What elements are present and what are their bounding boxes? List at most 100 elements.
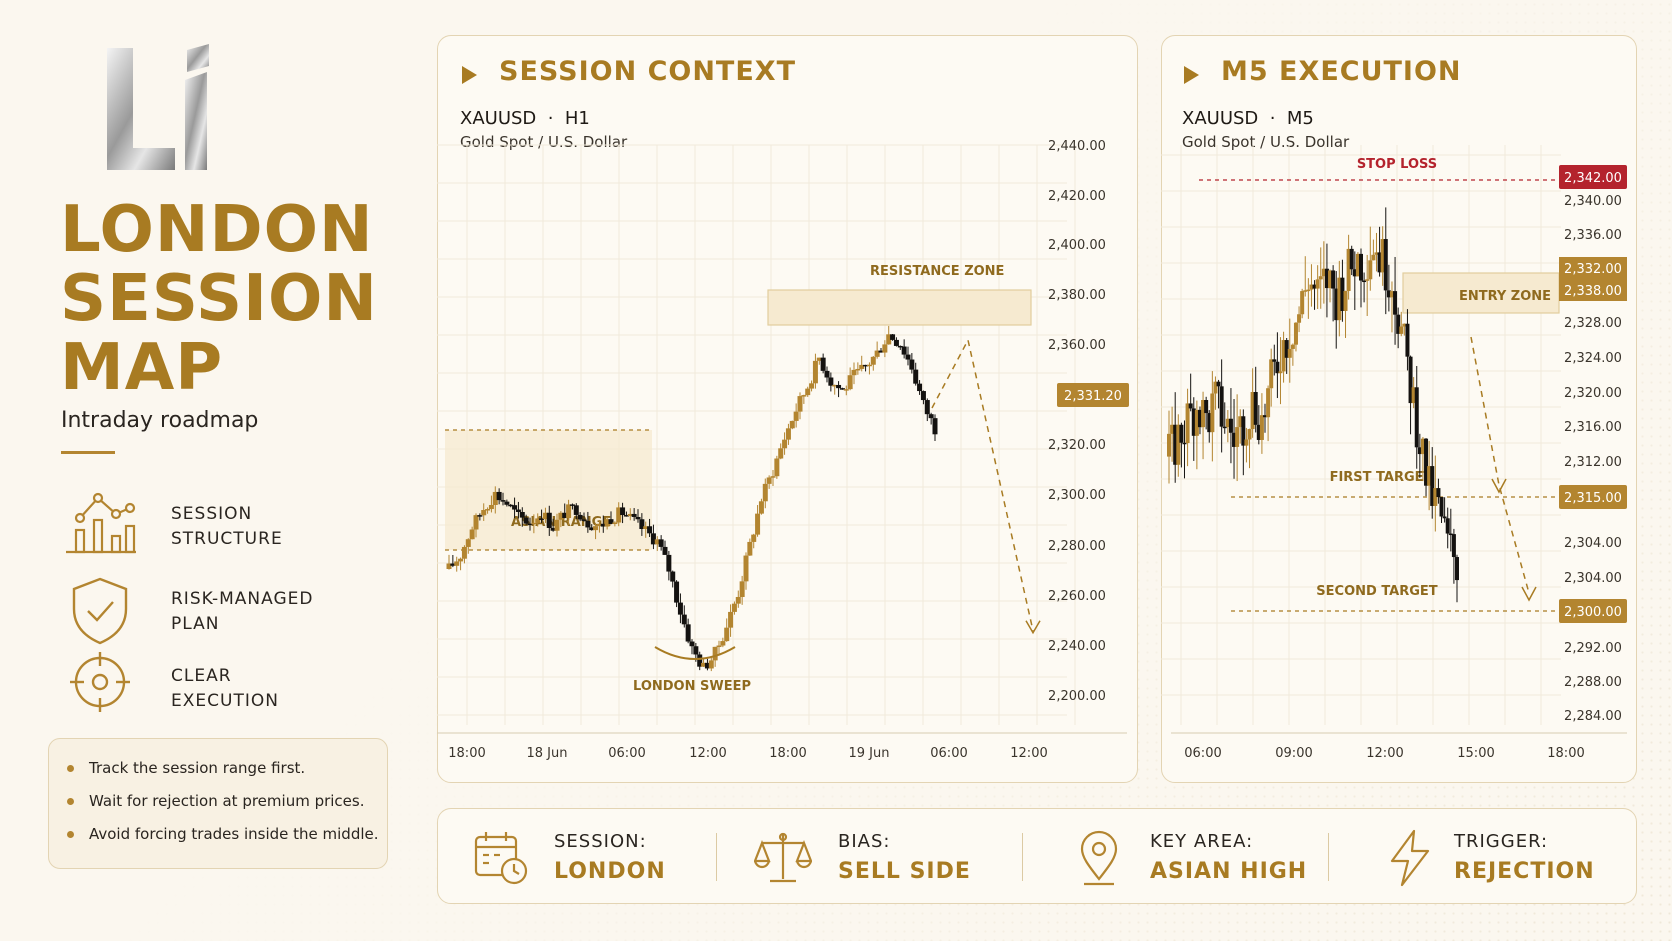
candle-body	[1213, 381, 1218, 394]
candle-body	[839, 388, 845, 390]
candle-body	[1259, 415, 1264, 440]
x-tick-label: 18:00	[448, 746, 485, 761]
y-tick-label: 2,360.00	[1048, 338, 1106, 353]
candle-body	[728, 611, 734, 628]
candle-body	[1445, 518, 1450, 534]
candle-body	[1405, 323, 1410, 357]
candle-body	[693, 646, 699, 655]
candle-body	[1297, 314, 1302, 323]
entry-top-price: 2,332.00	[1564, 262, 1622, 277]
candle-body	[1383, 239, 1388, 291]
candle-body	[766, 477, 772, 484]
candle-body	[1343, 291, 1348, 311]
play-triangle-icon	[1184, 66, 1199, 84]
candle-body	[1414, 387, 1419, 448]
feature-clear-execution: CLEAR EXECUTION	[60, 652, 360, 732]
candle-body	[920, 391, 926, 401]
y-tick-label: 2,304.00	[1564, 536, 1622, 551]
candle-body	[1219, 386, 1224, 427]
london-sweep-label: LONDON SWEEP	[633, 679, 751, 694]
candle-body	[793, 411, 799, 421]
candle-body	[747, 541, 753, 556]
feature-label: RISK-MANAGED PLAN	[171, 587, 361, 637]
candle-body	[1266, 388, 1271, 418]
summary-divider	[1022, 833, 1023, 881]
y-tick-label: 2,320.00	[1048, 438, 1106, 453]
y-tick-label: 2,380.00	[1048, 288, 1106, 303]
y-tick-label: 2,292.00	[1564, 641, 1622, 656]
feature-label: CLEAR EXECUTION	[171, 664, 361, 714]
page-subtitle: Intraday roadmap	[61, 408, 259, 433]
candle-body	[735, 596, 741, 604]
candle-body	[797, 396, 803, 412]
tip-item: Track the session range first.	[67, 759, 387, 792]
candle-body	[1188, 403, 1193, 409]
m5-execution-panel	[1161, 35, 1637, 783]
feature-label-line: SESSION	[171, 504, 253, 524]
y-tick-label: 2,304.00	[1564, 571, 1622, 586]
x-tick-label: 09:00	[1275, 746, 1312, 761]
candle-body	[1365, 279, 1370, 281]
candle-body	[1417, 447, 1422, 455]
candle-body	[616, 507, 622, 523]
context-description: Gold Spot / U.S. Dollar	[460, 133, 628, 151]
candle-body	[677, 602, 683, 615]
feature-label: SESSION STRUCTURE	[171, 502, 361, 552]
candle-body	[851, 369, 857, 376]
y-tick-label: 2,316.00	[1564, 420, 1622, 435]
candle-body	[720, 641, 726, 646]
candle-body	[1290, 344, 1295, 349]
summary-key: KEY AREA:	[1150, 831, 1254, 852]
play-triangle-icon	[462, 66, 477, 84]
candle-body	[1197, 409, 1202, 428]
candle-body	[1228, 418, 1233, 433]
candle-body	[527, 523, 533, 526]
candle-body	[500, 500, 506, 502]
second-target-badge	[1559, 599, 1627, 623]
summary-value: LONDON	[554, 859, 666, 884]
candle-body	[866, 364, 872, 367]
candle-body	[600, 523, 606, 527]
candle-body	[1256, 424, 1261, 440]
candle-body	[1328, 270, 1333, 289]
feature-label-line: CLEAR	[171, 666, 232, 686]
candle-body	[785, 428, 791, 440]
feature-label-line: STRUCTURE	[171, 529, 283, 549]
projection-arrowhead	[1491, 478, 1507, 494]
candle-body	[1315, 279, 1320, 289]
asian-range-zone	[445, 430, 652, 550]
candle-body	[485, 509, 491, 511]
y-tick-label: 2,300.00	[1048, 488, 1106, 503]
candle-body	[789, 420, 795, 429]
candle-body	[932, 418, 938, 435]
candle-body	[1408, 356, 1413, 404]
candle-body	[1380, 239, 1385, 273]
candle-body	[882, 344, 888, 353]
symbol-text: XAUUSD	[1182, 108, 1259, 129]
candle-body	[878, 350, 884, 353]
candle-body	[612, 522, 618, 525]
candle-body	[1349, 248, 1354, 270]
summary-divider	[1328, 833, 1329, 881]
candle-body	[716, 645, 722, 648]
candle-body	[712, 646, 718, 661]
candle-body	[1287, 348, 1292, 358]
candle-body	[1371, 254, 1376, 261]
candle-body	[585, 520, 591, 528]
projection-arrowhead	[1521, 586, 1537, 602]
candle-body	[1303, 290, 1308, 292]
candle-body	[627, 513, 633, 517]
candle-body	[1306, 289, 1311, 292]
candle-body	[639, 519, 645, 530]
tip-item: Wait for rejection at premium prices.	[67, 792, 387, 825]
candle-body	[870, 356, 876, 365]
candle-body	[658, 539, 664, 547]
candle-body	[859, 364, 865, 369]
candle-body	[1179, 424, 1184, 443]
candle-body	[1269, 359, 1274, 389]
y-tick-label: 2,284.00	[1564, 709, 1622, 724]
candle-body	[512, 505, 518, 510]
projection-path	[931, 337, 1034, 631]
entry-bottom-badge	[1559, 279, 1627, 301]
